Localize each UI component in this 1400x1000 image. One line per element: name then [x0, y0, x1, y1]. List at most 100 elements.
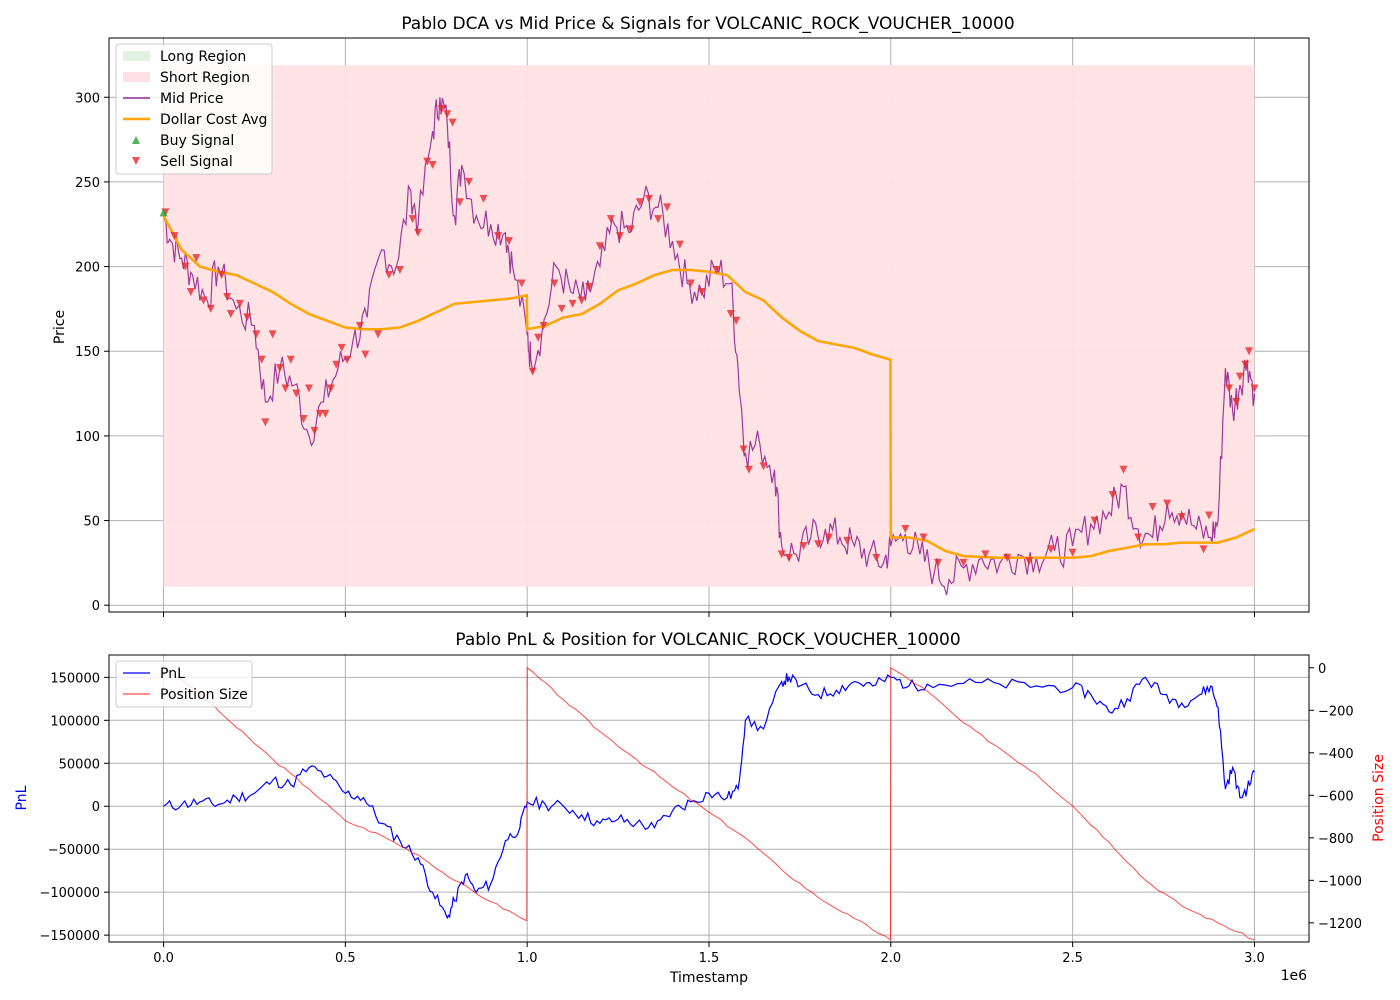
sell-signal-marker	[568, 299, 577, 308]
buy-signal-marker	[159, 208, 168, 217]
sell-signal-marker	[615, 232, 624, 241]
sell-signal-marker	[192, 254, 201, 263]
sell-signal-marker	[1199, 545, 1208, 554]
position-y-tick-label: −600	[1318, 789, 1354, 804]
sell-signal-marker	[759, 462, 768, 471]
sell-signal-marker	[528, 367, 537, 376]
sell-signal-marker	[494, 232, 503, 241]
price-y-axis-label: Price	[52, 310, 68, 344]
sell-signal-marker	[843, 536, 852, 545]
sell-signal-marker	[726, 309, 735, 318]
pnl-y-ticks: −150000 −100000 −50000 0 50000 100000 150000	[39, 671, 109, 944]
price-y-ticks: 0 50 100 150 200 250 300	[75, 91, 109, 614]
pnl-x-ticks: 0.0 0.5 1.0 1.5 2.0 2.5 3.0	[153, 942, 1265, 966]
sell-signal-marker	[785, 553, 793, 562]
dollar-cost-avg-line	[162, 215, 1256, 560]
price-legend-label: Buy Signal	[160, 133, 234, 149]
sell-signal-marker	[186, 287, 195, 296]
sell-signal-marker	[981, 550, 990, 559]
sell-signal-marker	[635, 198, 644, 207]
sell-signal-marker	[385, 271, 393, 280]
sell-signal-marker	[337, 343, 346, 352]
pnl-grid	[109, 655, 1309, 942]
sell-signal-marker	[1108, 491, 1117, 500]
x-axis-offset-label: 1e6	[1281, 968, 1308, 984]
sell-signal-marker	[872, 553, 881, 562]
sell-signal-marker	[1090, 516, 1099, 525]
sell-signal-marker	[534, 333, 543, 342]
sell-signal-marker	[465, 177, 473, 186]
sell-signal-marker	[557, 304, 566, 313]
pnl-x-tick-label: 3.0	[1244, 951, 1265, 966]
legend-swatch-sell	[132, 157, 140, 165]
sell-signal-marker	[745, 465, 753, 474]
sell-signal-marker	[343, 355, 352, 364]
sell-signal-marker	[663, 203, 672, 212]
sell-signal-marker	[292, 389, 301, 398]
sell-signal-marker	[686, 279, 695, 288]
price-y-tick-label: 0	[92, 599, 100, 614]
pnl-y-tick-label: −100000	[39, 886, 100, 901]
sell-signal-marker	[443, 110, 452, 119]
sell-signal-marker	[423, 157, 432, 166]
pnl-legend-label: PnL	[160, 666, 185, 682]
sell-signal-marker	[739, 445, 748, 454]
sell-signal-marker	[595, 242, 604, 251]
pnl-x-tick-label: 2.5	[1062, 951, 1083, 966]
short-region	[163, 65, 1255, 587]
position-y-tick-label: −800	[1318, 832, 1354, 847]
pnl-y-tick-label: −50000	[48, 843, 100, 858]
sell-signal-marker	[777, 550, 786, 559]
sell-signal-marker	[326, 384, 335, 393]
price-legend-label: Short Region	[160, 70, 250, 86]
sell-signal-marker	[199, 296, 208, 305]
sell-signal-marker	[645, 194, 653, 203]
sell-signal-marker	[252, 330, 261, 339]
sell-signal-marker	[268, 330, 277, 339]
sell-signal-marker	[919, 533, 928, 542]
sell-signal-marker	[626, 225, 635, 234]
sell-signal-marker	[315, 409, 324, 418]
pnl-y-tick-label: 0	[92, 800, 100, 815]
sell-signal-marker	[181, 262, 190, 271]
pnl-x-tick-label: 0.5	[335, 951, 356, 966]
sell-signal-marker	[448, 118, 457, 127]
price-legend-label: Dollar Cost Avg	[160, 112, 267, 128]
sell-signal-marker	[1003, 553, 1012, 562]
pnl-y-tick-label: 50000	[59, 757, 100, 772]
price-y-tick-label: 250	[75, 176, 100, 191]
sell-signal-marker	[814, 540, 823, 549]
position-y-tick-label: 0	[1318, 662, 1326, 677]
sell-signal-marker	[374, 330, 383, 339]
price-panel: Pablo DCA vs Mid Price & Signals for VOL…	[52, 14, 1310, 617]
sell-signal-marker	[299, 414, 308, 423]
pnl-y-axis-label: PnL	[14, 785, 30, 810]
sell-signal-marker	[1148, 503, 1157, 512]
pnl-x-tick-label: 1.5	[699, 951, 720, 966]
pnl-panel: Pablo PnL & Position for VOLCANIC_ROCK_V…	[14, 630, 1387, 986]
position-y-tick-label: −1000	[1318, 874, 1362, 889]
sell-signal-marker	[934, 558, 943, 567]
sell-signal-marker	[539, 321, 548, 330]
sell-signal-marker	[395, 265, 404, 274]
price-legend: Long Region Short Region Mid Price Dollar C…	[115, 43, 273, 175]
sell-signal-marker	[305, 384, 313, 393]
position-y-axis-label: Position Size	[1371, 754, 1387, 842]
price-regions	[163, 65, 1255, 587]
x-axis-label: Timestamp	[669, 970, 748, 986]
price-chart-title: Pablo DCA vs Mid Price & Signals for VOL…	[401, 14, 1014, 34]
sell-signal-marker	[1025, 557, 1033, 566]
position-y-tick-label: −200	[1318, 704, 1354, 719]
sell-signal-marker	[235, 299, 244, 308]
pnl-x-tick-label: 0.0	[153, 951, 174, 966]
sell-signal-marker	[825, 533, 833, 542]
sell-signal-marker	[217, 271, 226, 280]
sell-signal-marker	[1250, 384, 1259, 393]
sell-signal-marker	[281, 384, 290, 393]
sell-signal-marker	[321, 409, 330, 418]
pnl-y-tick-label: 100000	[50, 714, 100, 729]
sell-signal-marker	[332, 360, 341, 369]
sell-signal-marker	[654, 215, 663, 224]
price-legend-label: Mid Price	[160, 91, 223, 107]
